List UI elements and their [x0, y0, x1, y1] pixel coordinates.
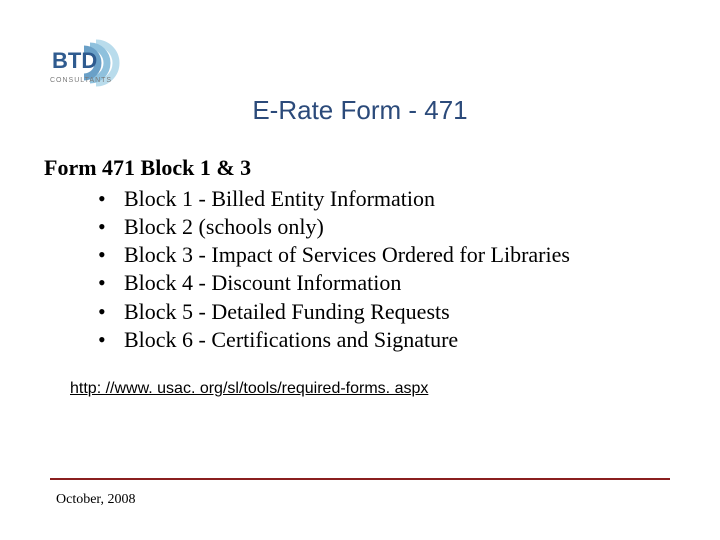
- footer-date: October, 2008: [56, 492, 136, 508]
- svg-text:BTD: BTD: [52, 48, 97, 73]
- list-item: Block 4 - Discount Information: [98, 269, 674, 297]
- reference-link[interactable]: http: //www. usac. org/sl/tools/required…: [70, 380, 428, 397]
- divider-line: [50, 478, 670, 480]
- bullet-list: Block 1 - Billed Entity Information Bloc…: [98, 185, 674, 354]
- list-item: Block 1 - Billed Entity Information: [98, 185, 674, 213]
- slide: BTD CONSULTANTS E-Rate Form - 471 Form 4…: [0, 0, 720, 540]
- list-item: Block 5 - Detailed Funding Requests: [98, 298, 674, 326]
- list-item: Block 3 - Impact of Services Ordered for…: [98, 241, 674, 269]
- section-heading: Form 471 Block 1 & 3: [44, 155, 674, 181]
- svg-text:CONSULTANTS: CONSULTANTS: [50, 77, 112, 84]
- slide-title: E-Rate Form - 471: [0, 95, 720, 126]
- content-area: Form 471 Block 1 & 3 Block 1 - Billed En…: [44, 155, 674, 398]
- list-item: Block 2 (schools only): [98, 213, 674, 241]
- link-row: http: //www. usac. org/sl/tools/required…: [70, 380, 674, 398]
- list-item: Block 6 - Certifications and Signature: [98, 326, 674, 354]
- btd-logo: BTD CONSULTANTS: [50, 38, 140, 88]
